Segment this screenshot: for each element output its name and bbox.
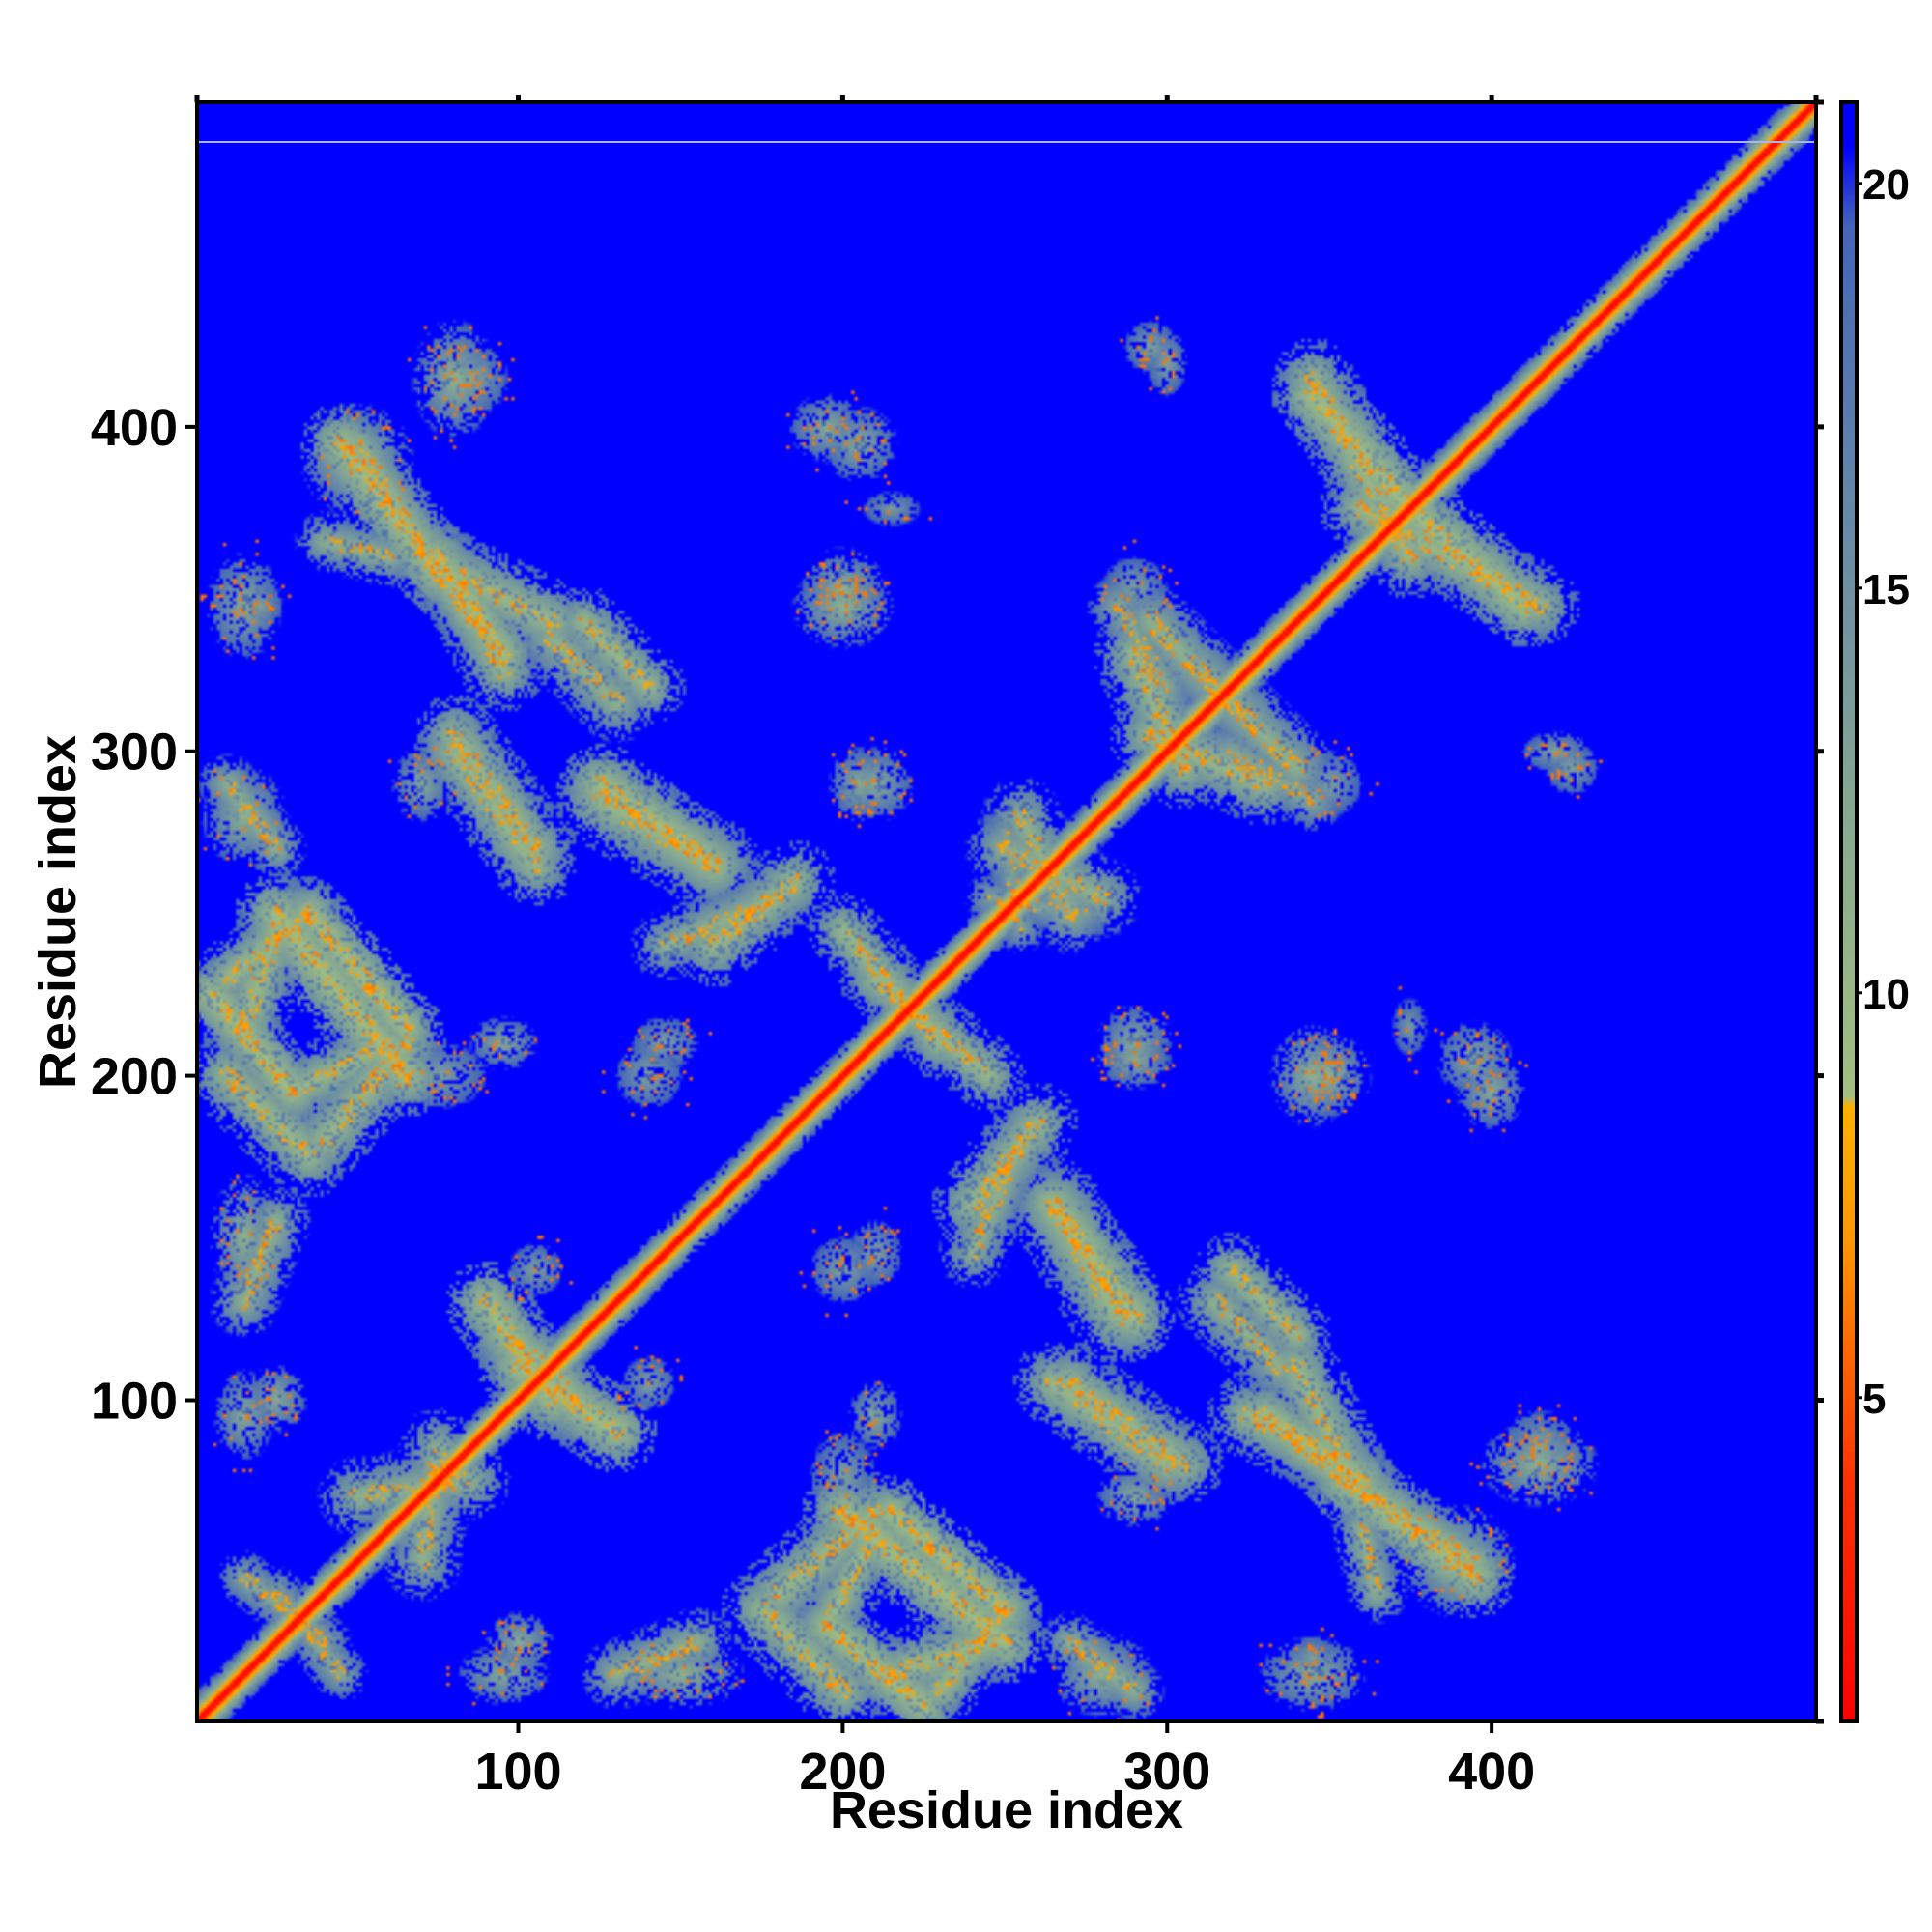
y-tick-label: 200 xyxy=(91,1048,178,1106)
y-tick-label: 400 xyxy=(91,399,178,457)
y-tick-label: 300 xyxy=(91,724,178,781)
y-axis: 100 200 300 400 xyxy=(91,399,197,1430)
colorbar-tick-label: 20 xyxy=(1862,161,1910,209)
colorbar-tick-label: 10 xyxy=(1862,971,1910,1018)
colorbar-tick-label: 15 xyxy=(1862,566,1910,613)
x-axis-title: Residue index xyxy=(830,1781,1183,1839)
y-axis-title: Residue index xyxy=(29,735,87,1089)
colorbar-ticks: 5 10 15 20 xyxy=(1857,161,1910,1423)
colorbar-gradient xyxy=(1841,102,1857,1721)
colorbar: 5 10 15 20 xyxy=(1839,100,1910,1723)
x-tick-label: 100 xyxy=(474,1743,561,1801)
top-axis-ticks xyxy=(194,95,1819,102)
colorbar-frame xyxy=(1839,100,1859,1723)
x-tick-label: 200 xyxy=(799,1743,886,1801)
y-tick-label: 100 xyxy=(91,1372,178,1430)
x-axis: 100 200 300 400 xyxy=(474,1721,1535,1801)
colorbar-tick-label: 5 xyxy=(1862,1376,1886,1423)
x-tick-label: 400 xyxy=(1448,1743,1535,1801)
right-axis-ticks xyxy=(1816,99,1824,1724)
x-tick-label: 300 xyxy=(1123,1743,1210,1801)
heatmap-plot-area xyxy=(197,102,1816,1721)
plot-frame xyxy=(195,100,1818,1723)
heatmap-image xyxy=(197,102,1816,1721)
